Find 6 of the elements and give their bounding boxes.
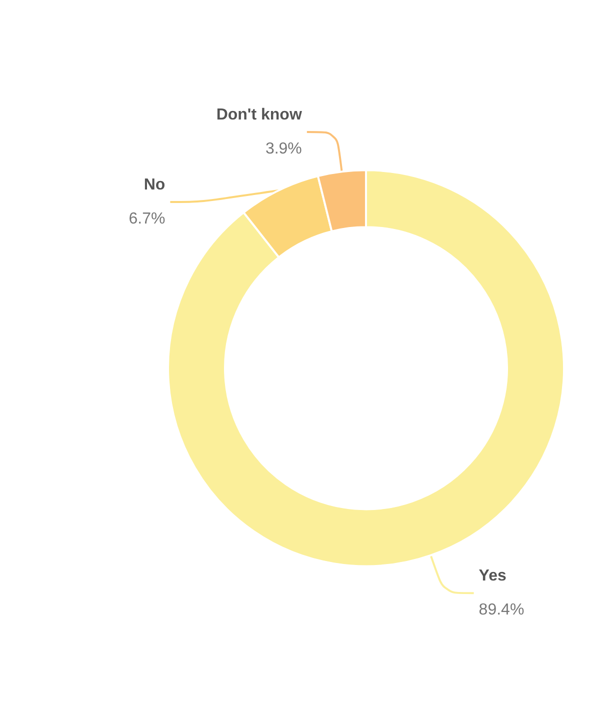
data-label: 3.9% <box>265 140 302 158</box>
data-label: 89.4% <box>478 602 524 619</box>
slice-label: Yes <box>478 568 506 585</box>
data-label: 6.7% <box>128 210 166 228</box>
slice-label: No <box>144 176 166 194</box>
slice-label: Don't know <box>216 106 302 124</box>
